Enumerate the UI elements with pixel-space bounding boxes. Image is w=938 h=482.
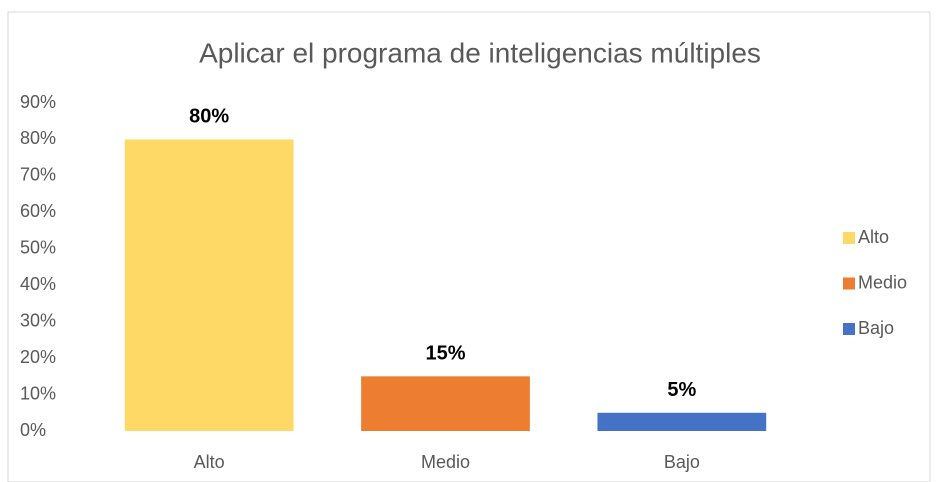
bar [124, 139, 294, 431]
x-tick-label: Bajo [664, 452, 700, 472]
chart-title: Aplicar el programa de inteligencias múl… [199, 37, 761, 68]
data-label: 15% [425, 343, 465, 365]
y-tick-label: 40% [20, 274, 56, 294]
legend-swatch [843, 277, 855, 290]
bar [361, 376, 530, 431]
legend-swatch [843, 232, 855, 244]
y-tick-label: 20% [20, 347, 56, 367]
data-label: 80% [189, 106, 229, 128]
data-label: 5% [667, 379, 696, 401]
legend-label: Bajo [858, 318, 894, 338]
legend-swatch [843, 323, 855, 335]
y-tick-label: 0% [20, 420, 46, 440]
y-tick-label: 30% [20, 310, 56, 330]
y-tick-label: 90% [20, 92, 56, 112]
y-tick-label: 80% [20, 128, 56, 148]
x-tick-label: Medio [421, 452, 470, 472]
legend-label: Medio [858, 272, 907, 292]
y-tick-label: 10% [20, 383, 56, 403]
bar [597, 412, 767, 431]
x-tick-label: Alto [194, 452, 225, 472]
y-tick-label: 70% [20, 165, 56, 185]
y-tick-label: 60% [20, 201, 56, 221]
legend-label: Alto [858, 227, 889, 247]
y-tick-label: 50% [20, 238, 56, 258]
